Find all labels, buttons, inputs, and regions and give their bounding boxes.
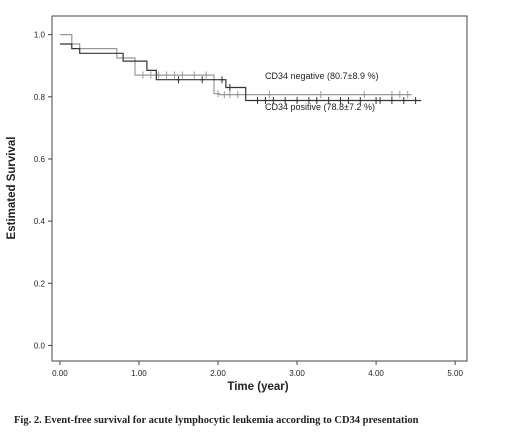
plot-frame <box>51 15 468 362</box>
censor-mark-cd34-negative <box>140 71 145 79</box>
censor-mark-cd34-negative <box>227 91 232 99</box>
censor-mark-cd34-positive <box>271 97 276 105</box>
censor-mark-cd34-negative <box>405 91 410 99</box>
series-layer <box>59 33 422 105</box>
x-tick-label: 1.00 <box>131 369 147 378</box>
censor-mark-cd34-positive <box>378 97 383 105</box>
censor-mark-cd34-negative <box>222 91 227 99</box>
censor-mark-cd34-positive <box>314 97 319 105</box>
y-tick-label: 0.6 <box>34 155 46 164</box>
y-tick-label: 0.8 <box>34 93 46 102</box>
figure-caption: Fig. 2. Event-free survival for acute ly… <box>14 415 419 426</box>
censor-mark-cd34-positive <box>219 76 224 84</box>
censor-mark-cd34-positive <box>176 76 181 84</box>
x-tick-label: 4.00 <box>368 369 384 378</box>
y-axis: 0.0 0.2 0.4 0.6 0.8 1.0 <box>34 31 52 350</box>
censor-mark-cd34-negative <box>267 91 272 99</box>
censor-mark-cd34-negative <box>397 91 402 99</box>
censor-mark-cd34-negative <box>164 71 169 79</box>
censor-mark-cd34-negative <box>204 71 209 79</box>
censor-mark-cd34-negative <box>362 91 367 99</box>
censor-mark-cd34-negative <box>389 91 394 99</box>
censor-mark-cd34-positive <box>358 97 363 105</box>
censor-mark-cd34-positive <box>374 97 379 105</box>
censor-mark-cd34-positive <box>283 97 288 105</box>
x-tick-label: 3.00 <box>289 369 305 378</box>
censor-mark-cd34-negative <box>172 71 177 79</box>
x-tick-label: 2.00 <box>210 369 226 378</box>
censor-mark-cd34-negative <box>156 71 161 79</box>
x-axis-title: Time (year) <box>227 381 288 393</box>
censor-mark-cd34-negative <box>235 91 240 99</box>
y-tick-label: 0.2 <box>34 279 46 288</box>
censor-mark-cd34-negative <box>148 71 153 79</box>
censor-mark-cd34-negative <box>318 91 323 99</box>
censor-mark-cd34-positive <box>338 97 343 105</box>
y-tick-label: 1.0 <box>34 31 46 40</box>
censor-mark-cd34-positive <box>227 83 232 91</box>
series-label-cd34-negative: CD34 negative (80.7±8.9 %) <box>265 71 379 81</box>
x-tick-label: 5.00 <box>447 369 463 378</box>
censor-mark-cd34-positive <box>346 97 351 105</box>
censor-mark-cd34-positive <box>200 76 205 84</box>
series-cd34-positive <box>59 43 422 105</box>
survival-curve-cd34-negative <box>59 33 412 96</box>
censor-mark-cd34-positive <box>295 97 300 105</box>
survival-curve-cd34-positive <box>59 43 422 102</box>
y-tick-label: 0.4 <box>34 217 46 226</box>
censor-mark-cd34-negative <box>192 71 197 79</box>
x-axis: 0.00 1.00 2.00 3.00 4.00 5.00 <box>52 361 463 378</box>
series-label-cd34-positive: CD34 positive (78.8±7.2 %) <box>265 102 375 112</box>
censor-mark-cd34-positive <box>389 97 394 105</box>
y-tick-label: 0.0 <box>34 341 46 350</box>
y-axis-title: Estimated Survival <box>6 137 18 240</box>
series-cd34-negative <box>59 33 412 99</box>
censor-mark-cd34-positive <box>306 97 311 105</box>
censor-mark-cd34-negative <box>180 71 185 79</box>
censor-mark-cd34-positive <box>263 97 268 105</box>
censor-mark-cd34-positive <box>413 97 418 105</box>
censor-mark-cd34-positive <box>401 97 406 105</box>
censor-mark-cd34-positive <box>326 97 331 105</box>
censor-mark-cd34-positive <box>255 97 260 105</box>
x-tick-label: 0.00 <box>52 369 68 378</box>
censor-mark-cd34-negative <box>216 90 220 98</box>
